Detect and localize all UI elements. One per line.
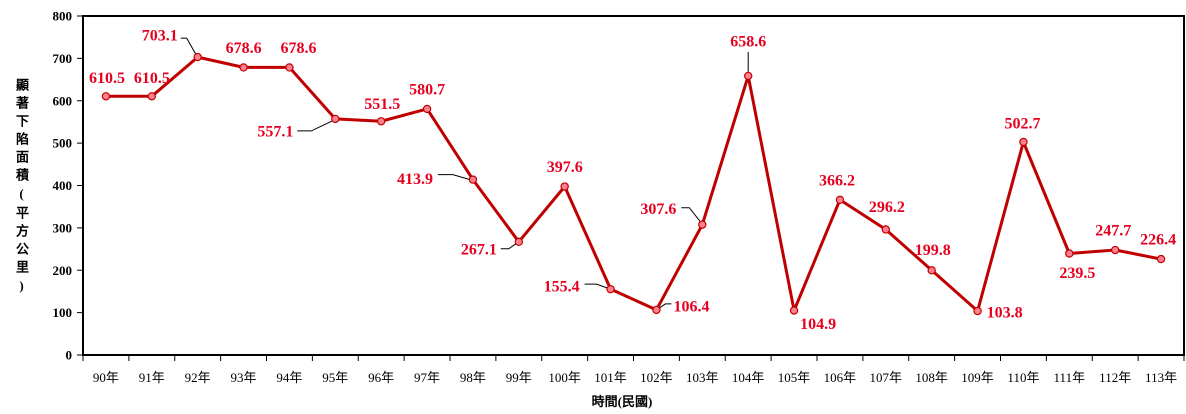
leader-line — [681, 207, 701, 223]
x-tick-label: 103年 — [686, 370, 719, 385]
data-label: 155.4 — [544, 279, 580, 296]
x-tick-label: 107年 — [870, 370, 903, 385]
data-label: 610.5 — [89, 70, 125, 87]
y-axis: 0 100 200 300 400 500 600 700 800 — [53, 9, 83, 363]
data-label: 103.8 — [987, 305, 1023, 322]
y-tick-label: 100 — [53, 305, 73, 320]
data-label: 557.1 — [257, 123, 293, 140]
data-label: 247.7 — [1095, 223, 1131, 240]
x-tick-label: 112年 — [1099, 370, 1131, 385]
data-label: 267.1 — [461, 241, 497, 258]
data-point — [606, 284, 615, 294]
data-point — [331, 114, 340, 124]
x-axis-title: 時間(民國) — [592, 394, 653, 409]
data-point — [1019, 137, 1028, 147]
data-label: 397.6 — [547, 159, 583, 176]
x-tick-label: 113年 — [1145, 370, 1177, 385]
x-tick-label: 111年 — [1054, 370, 1086, 385]
data-label: 106.4 — [673, 298, 709, 315]
data-point — [468, 175, 478, 184]
y-tick-label: 500 — [53, 136, 73, 151]
x-tick-label: 98年 — [460, 370, 486, 385]
y-tick-label: 0 — [66, 348, 73, 363]
leader-line — [500, 243, 517, 250]
data-label: 199.8 — [915, 242, 951, 259]
leader-line — [437, 174, 471, 181]
x-tick-label: 92年 — [185, 370, 211, 385]
data-label: 366.2 — [819, 172, 855, 189]
data-point — [743, 71, 753, 81]
y-tick-label: 700 — [53, 51, 73, 66]
data-point — [193, 52, 202, 62]
data-point — [147, 92, 157, 101]
data-label: 610.5 — [134, 70, 170, 87]
data-label: 678.6 — [226, 40, 262, 57]
data-point — [1110, 245, 1120, 255]
x-tick-label: 95年 — [322, 370, 348, 385]
x-axis: 90年 91年 92年 93年 94年 95年 96年 97年 98年 99年 100年 101年 10… — [82, 355, 1185, 385]
x-tick-label: 108年 — [915, 370, 948, 385]
data-point — [101, 92, 111, 101]
x-tick-label: 102年 — [640, 370, 673, 385]
x-tick-label: 90年 — [93, 370, 119, 385]
data-label: 296.2 — [869, 199, 905, 216]
y-tick-label: 300 — [53, 220, 73, 235]
leader-line — [584, 283, 608, 289]
x-tick-label: 94年 — [276, 370, 302, 385]
data-point — [881, 225, 891, 234]
y-axis-title: 顯著下陷面積(平方公里) — [14, 78, 29, 298]
data-label: 502.7 — [1004, 115, 1040, 132]
data-label: 678.6 — [280, 40, 316, 57]
leader-line — [659, 303, 672, 309]
data-point — [698, 220, 707, 229]
data-point — [973, 306, 982, 316]
data-point — [239, 63, 248, 72]
data-label: 307.6 — [640, 201, 676, 218]
y-tick-label: 600 — [53, 93, 73, 108]
data-point — [422, 104, 432, 114]
plot-frame — [82, 15, 1185, 356]
data-label: 226.4 — [1140, 232, 1176, 249]
leader-line — [180, 37, 197, 55]
data-label: 658.6 — [730, 33, 766, 50]
leader-line — [297, 120, 333, 132]
x-tick-label: 104年 — [732, 370, 765, 385]
data-point — [1065, 249, 1074, 258]
data-point — [560, 182, 569, 191]
x-tick-label: 97年 — [414, 370, 440, 385]
data-point — [789, 306, 799, 315]
y-tick-label: 200 — [53, 263, 73, 278]
x-tick-label: 93年 — [231, 370, 257, 385]
data-label: 703.1 — [142, 28, 178, 45]
x-tick-label: 109年 — [961, 370, 994, 385]
x-tick-label: 96年 — [368, 370, 394, 385]
x-tick-label: 91年 — [139, 370, 165, 385]
data-labels: 610.5 610.5 703.1 678.6 678.6 557.1 551.5 580.7… — [89, 28, 1176, 333]
data-label: 413.9 — [397, 171, 433, 188]
leader-lines — [180, 37, 749, 309]
x-tick-label: 101年 — [594, 370, 627, 385]
x-tick-label: 99年 — [506, 370, 532, 385]
series-line — [105, 55, 1162, 313]
y-tick-label: 800 — [53, 9, 73, 24]
x-tick-label: 100年 — [548, 370, 581, 385]
x-tick-label: 105年 — [778, 370, 811, 385]
x-tick-label: 110年 — [1007, 370, 1039, 385]
data-label: 239.5 — [1059, 265, 1095, 282]
data-label: 580.7 — [409, 81, 445, 98]
data-label: 551.5 — [364, 96, 400, 113]
data-point — [927, 266, 936, 275]
data-point — [376, 117, 386, 126]
y-tick-label: 400 — [53, 178, 73, 193]
data-point — [1156, 254, 1166, 264]
data-point — [514, 237, 524, 247]
data-label: 104.9 — [800, 316, 836, 333]
x-tick-label: 106年 — [824, 370, 857, 385]
data-point — [835, 195, 845, 205]
data-points — [101, 52, 1166, 316]
data-point — [652, 305, 661, 315]
data-point — [285, 63, 294, 72]
